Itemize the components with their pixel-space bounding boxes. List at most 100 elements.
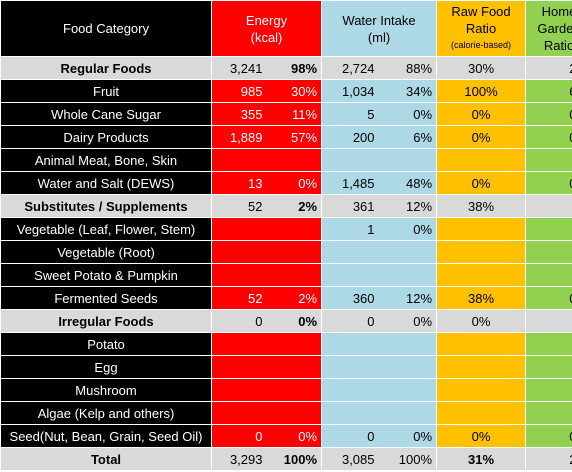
raw-food-ratio: 30% [436, 56, 527, 80]
energy-percent [266, 378, 323, 402]
water-value: 0 [321, 424, 379, 448]
category-cell: Sweet Potato & Pumpkin [0, 263, 212, 287]
category-cell: Water and Salt (DEWS) [0, 171, 212, 195]
garden-ratio [525, 194, 572, 218]
water-percent: 0% [378, 217, 438, 241]
table-row: Vegetable (Leaf, Flower, Stem) 1 0% [0, 217, 572, 241]
header-garden: Home Garden Ratio [525, 0, 572, 57]
header-energy-title: Energy [245, 12, 288, 28]
water-percent: 12% [378, 194, 438, 218]
garden-ratio [525, 332, 572, 356]
category-cell: Fermented Seeds [0, 286, 212, 310]
water-value [321, 332, 379, 356]
header-row: Food Category Energy (kcal) Water Intake… [0, 0, 572, 57]
group-row: Substitutes / Supplements 52 2% 361 12% 38% [0, 194, 572, 218]
energy-percent: 57% [266, 125, 323, 149]
header-water-unit: (ml) [367, 29, 391, 45]
water-percent [378, 378, 438, 402]
energy-percent [266, 332, 323, 356]
garden-ratio [525, 148, 572, 172]
header-garden-sub: Garden [537, 21, 572, 36]
water-value [321, 148, 379, 172]
water-value: 361 [321, 194, 379, 218]
category-cell: Algae (Kelp and others) [0, 401, 212, 425]
garden-ratio: 0% [525, 171, 572, 195]
raw-food-ratio [436, 263, 527, 287]
water-percent: 100% [378, 447, 438, 471]
energy-percent [266, 148, 323, 172]
raw-food-ratio: 38% [436, 194, 527, 218]
category-cell: Vegetable (Leaf, Flower, Stem) [0, 217, 212, 241]
energy-percent: 98% [266, 56, 323, 80]
energy-value [211, 355, 267, 379]
energy-percent [266, 263, 323, 287]
energy-value: 52 [211, 286, 267, 310]
energy-value [211, 240, 267, 264]
category-cell: Total [0, 447, 212, 471]
energy-value: 0 [211, 424, 267, 448]
water-value: 1,485 [321, 171, 379, 195]
raw-food-ratio [436, 148, 527, 172]
water-percent: 6% [378, 125, 438, 149]
header-garden-ratio: Ratio [543, 38, 572, 53]
table-row: Potato [0, 332, 572, 356]
water-value: 5 [321, 102, 379, 126]
garden-ratio [525, 355, 572, 379]
water-percent: 0% [378, 424, 438, 448]
header-food-category: Food Category [0, 0, 212, 57]
energy-value: 52 [211, 194, 267, 218]
garden-ratio [525, 378, 572, 402]
header-raw-food: Raw Food Ratio (calorie-based) [436, 0, 527, 57]
raw-food-ratio: 31% [436, 447, 527, 471]
garden-ratio: 6% [525, 79, 572, 103]
water-percent: 0% [378, 102, 438, 126]
energy-percent: 2% [266, 286, 323, 310]
water-percent: 88% [378, 56, 438, 80]
category-cell: Whole Cane Sugar [0, 102, 212, 126]
energy-percent [266, 217, 323, 241]
garden-ratio: 2% [525, 56, 572, 80]
header-garden-title: Home [541, 4, 572, 19]
raw-food-ratio [436, 355, 527, 379]
energy-percent: 30% [266, 79, 323, 103]
energy-value [211, 148, 267, 172]
water-percent [378, 401, 438, 425]
water-percent [378, 240, 438, 264]
water-value: 1 [321, 217, 379, 241]
water-percent: 12% [378, 286, 438, 310]
water-percent [378, 263, 438, 287]
header-water-title: Water Intake [342, 12, 416, 28]
water-value: 1,034 [321, 79, 379, 103]
raw-food-ratio: 0% [436, 102, 527, 126]
raw-food-ratio [436, 332, 527, 356]
raw-food-ratio [436, 217, 527, 241]
water-percent [378, 355, 438, 379]
energy-percent [266, 355, 323, 379]
energy-value: 3,241 [211, 56, 267, 80]
category-cell: Substitutes / Supplements [0, 194, 212, 218]
category-cell: Egg [0, 355, 212, 379]
water-percent [378, 148, 438, 172]
raw-food-ratio: 0% [436, 125, 527, 149]
garden-ratio [525, 309, 572, 333]
raw-food-ratio: 0% [436, 424, 527, 448]
category-cell: Irregular Foods [0, 309, 212, 333]
water-value [321, 401, 379, 425]
header-energy-unit: (kcal) [250, 29, 283, 45]
water-value [321, 378, 379, 402]
table-row: Mushroom [0, 378, 572, 402]
header-raw-note: (calorie-based) [451, 40, 512, 50]
energy-percent: 11% [266, 102, 323, 126]
category-cell: Seed(Nut, Bean, Grain, Seed Oil) [0, 424, 212, 448]
header-raw-ratio: Ratio [465, 21, 497, 36]
energy-value [211, 401, 267, 425]
raw-food-ratio [436, 378, 527, 402]
table-row: Seed(Nut, Bean, Grain, Seed Oil) 0 0% 0 0% 0%… [0, 424, 572, 448]
garden-ratio: 0% [525, 286, 572, 310]
